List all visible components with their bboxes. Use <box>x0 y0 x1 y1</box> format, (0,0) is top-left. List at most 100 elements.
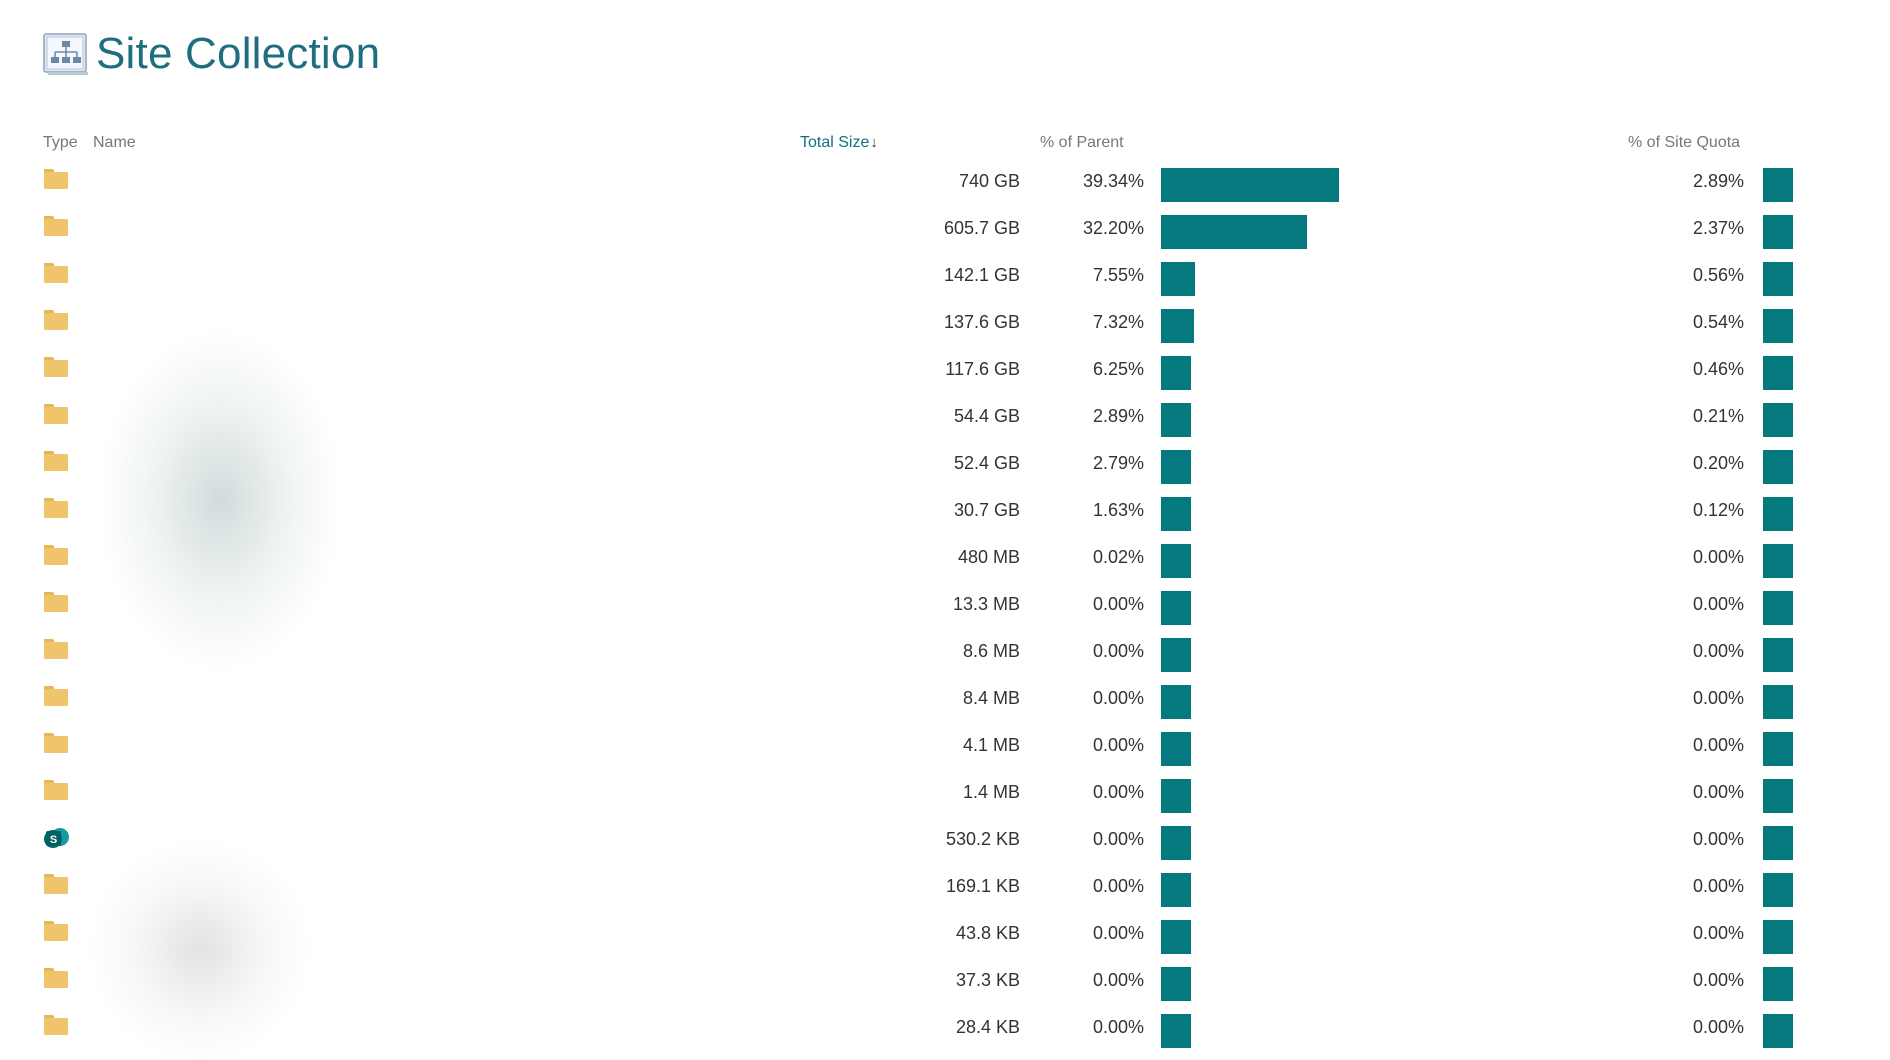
total-size-value: 4.1 MB <box>962 735 1020 755</box>
table-row[interactable]: 8.6 MB 0.00% 0.00% <box>0 635 1890 682</box>
item-name[interactable] <box>84 306 784 346</box>
site-collection-icon <box>43 33 88 75</box>
percent-of-parent-bar <box>1161 544 1191 578</box>
percent-of-parent-value: 0.00% <box>1092 970 1144 990</box>
total-size-value: 530.2 KB <box>945 829 1020 849</box>
percent-of-quota-bar <box>1763 732 1793 766</box>
page-title: Site Collection <box>96 29 381 78</box>
percent-of-quota-bar <box>1763 1014 1793 1048</box>
percent-of-quota-bar <box>1763 215 1793 249</box>
table-row[interactable]: 13.3 MB 0.00% 0.00% <box>0 588 1890 635</box>
table-row[interactable]: 605.7 GB 32.20% 2.37% <box>0 212 1890 259</box>
folder-icon <box>44 780 68 802</box>
total-size-value: 8.4 MB <box>962 688 1020 708</box>
type-column-header[interactable]: Type <box>43 134 78 151</box>
percent-of-quota-value: 0.20% <box>1692 453 1744 473</box>
item-name[interactable] <box>84 212 784 252</box>
total-size-value: 117.6 GB <box>945 359 1020 379</box>
percent-of-quota-bar <box>1763 591 1793 625</box>
percent-of-site-quota-column-header[interactable]: % of Site Quota <box>1628 134 1741 151</box>
table-row[interactable]: 8.4 MB 0.00% 0.00% <box>0 682 1890 729</box>
percent-of-quota-value: 0.00% <box>1692 876 1744 896</box>
table-row[interactable]: 52.4 GB 2.79% 0.20% <box>0 447 1890 494</box>
percent-of-parent-bar <box>1161 967 1191 1001</box>
folder-icon <box>44 404 68 426</box>
percent-of-quota-value: 0.56% <box>1692 265 1744 285</box>
total-size-value: 605.7 GB <box>943 218 1020 238</box>
percent-of-parent-value: 7.55% <box>1092 265 1144 285</box>
table-row[interactable]: 30.7 GB 1.63% 0.12% <box>0 494 1890 541</box>
percent-of-quota-value: 0.00% <box>1692 688 1744 708</box>
table-row[interactable]: 137.6 GB 7.32% 0.54% <box>0 306 1890 353</box>
table-row[interactable]: 43.8 KB 0.00% 0.00% <box>0 917 1890 964</box>
folder-icon <box>44 169 68 191</box>
total-size-value: 28.4 KB <box>955 1017 1020 1037</box>
percent-of-parent-value: 7.32% <box>1092 312 1144 332</box>
item-name[interactable] <box>84 165 784 205</box>
storage-table: 740 GB 39.34% 2.89% 605.7 GB 32.20% 2.37% 142.… <box>0 165 1890 1058</box>
item-name[interactable] <box>84 588 784 628</box>
percent-of-quota-bar <box>1763 450 1793 484</box>
table-row[interactable]: 169.1 KB 0.00% 0.00% <box>0 870 1890 917</box>
item-name[interactable] <box>84 823 784 863</box>
percent-of-quota-value: 2.37% <box>1692 218 1744 238</box>
percent-of-parent-bar <box>1161 1014 1191 1048</box>
percent-of-parent-bar <box>1161 920 1191 954</box>
percent-of-parent-column-header[interactable]: % of Parent <box>1040 134 1124 151</box>
table-row[interactable]: 480 MB 0.02% 0.00% <box>0 541 1890 588</box>
table-row[interactable]: 28.4 KB 0.00% 0.00% <box>0 1011 1890 1058</box>
percent-of-parent-value: 0.00% <box>1092 782 1144 802</box>
item-name[interactable] <box>84 494 784 534</box>
item-name[interactable] <box>84 682 784 722</box>
item-name[interactable] <box>84 964 784 1004</box>
percent-of-parent-value: 0.00% <box>1092 594 1144 614</box>
table-row[interactable]: S 530.2 KB 0.00% 0.00% <box>0 823 1890 870</box>
percent-of-quota-bar <box>1763 967 1793 1001</box>
percent-of-parent-bar <box>1161 356 1191 390</box>
item-name[interactable] <box>84 917 784 957</box>
item-name[interactable] <box>84 541 784 581</box>
folder-icon <box>44 451 68 473</box>
item-name[interactable] <box>84 400 784 440</box>
item-name[interactable] <box>84 729 784 769</box>
table-row[interactable]: 4.1 MB 0.00% 0.00% <box>0 729 1890 776</box>
percent-of-parent-value: 32.20% <box>1082 218 1144 238</box>
table-row[interactable]: 1.4 MB 0.00% 0.00% <box>0 776 1890 823</box>
table-row[interactable]: 740 GB 39.34% 2.89% <box>0 165 1890 212</box>
item-name[interactable] <box>84 635 784 675</box>
table-row[interactable]: 37.3 KB 0.00% 0.00% <box>0 964 1890 1011</box>
percent-of-parent-bar <box>1161 262 1195 296</box>
total-size-value: 169.1 KB <box>945 876 1020 896</box>
percent-of-parent-bar <box>1161 497 1191 531</box>
percent-of-parent-bar <box>1161 779 1191 813</box>
table-row[interactable]: 117.6 GB 6.25% 0.46% <box>0 353 1890 400</box>
percent-of-parent-value: 0.00% <box>1092 735 1144 755</box>
item-name[interactable] <box>84 259 784 299</box>
percent-of-quota-value: 0.00% <box>1692 923 1744 943</box>
total-size-value: 137.6 GB <box>943 312 1020 332</box>
percent-of-parent-bar <box>1161 450 1191 484</box>
folder-icon <box>44 357 68 379</box>
total-size-value: 740 GB <box>958 171 1020 191</box>
percent-of-quota-value: 2.89% <box>1692 171 1744 191</box>
percent-of-quota-value: 0.00% <box>1692 782 1744 802</box>
item-name[interactable] <box>84 353 784 393</box>
item-name[interactable] <box>84 1011 784 1051</box>
percent-of-parent-value: 39.34% <box>1082 171 1144 191</box>
folder-icon <box>44 310 68 332</box>
percent-of-quota-value: 0.54% <box>1692 312 1744 332</box>
item-name[interactable] <box>84 870 784 910</box>
percent-of-quota-bar <box>1763 497 1793 531</box>
item-name[interactable] <box>84 447 784 487</box>
folder-icon <box>44 733 68 755</box>
redacted-region <box>90 840 310 1060</box>
percent-of-quota-bar <box>1763 873 1793 907</box>
table-row[interactable]: 54.4 GB 2.89% 0.21% <box>0 400 1890 447</box>
name-column-header[interactable]: Name <box>93 134 136 151</box>
total-size-column-header[interactable]: Total Size↓ <box>800 134 878 152</box>
folder-icon <box>44 498 68 520</box>
table-row[interactable]: 142.1 GB 7.55% 0.56% <box>0 259 1890 306</box>
percent-of-parent-value: 0.00% <box>1092 688 1144 708</box>
item-name[interactable] <box>84 776 784 816</box>
percent-of-parent-value: 2.79% <box>1092 453 1144 473</box>
